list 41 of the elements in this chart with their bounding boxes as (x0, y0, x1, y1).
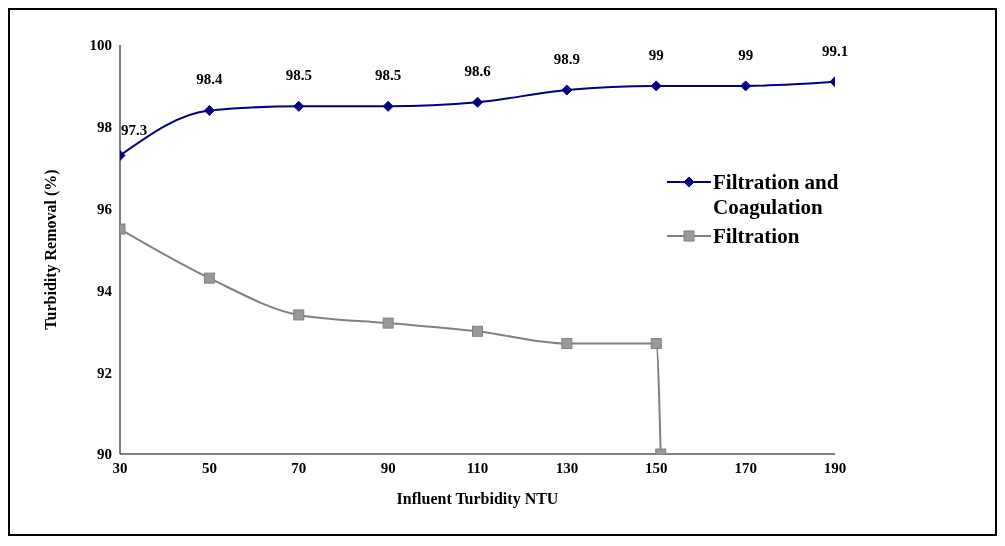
data-label: 98.5 (375, 67, 402, 84)
point (293, 100, 305, 112)
x-tick-label: 170 (734, 459, 757, 476)
y-axis-title: Turbidity Removal (%) (41, 169, 60, 330)
x-axis-title: Influent Turbidity NTU (396, 490, 559, 508)
data-label: 99 (648, 46, 664, 63)
legend-label: Filtration (713, 224, 800, 249)
x-tick-label: 130 (555, 459, 579, 476)
x-tick-label: 30 (112, 459, 128, 476)
y-tick-label: 98 (97, 119, 112, 136)
x-tick-label: 50 (201, 459, 217, 476)
y-tick-label: 94 (97, 282, 113, 299)
point (203, 104, 215, 116)
data-label: 98.6 (464, 63, 492, 80)
point (382, 100, 394, 112)
point (472, 96, 483, 108)
y-tick-label: 100 (89, 37, 112, 54)
y-tick-label: 96 (97, 200, 113, 217)
point (650, 80, 662, 92)
point (650, 338, 662, 350)
point (472, 325, 483, 337)
point (561, 84, 573, 96)
point (561, 338, 573, 350)
x-tick-label: 190 (823, 459, 847, 476)
x-tick-label: 110 (466, 459, 489, 476)
y-tick-label: 90 (97, 446, 112, 463)
data-label: 98.5 (285, 67, 312, 84)
point (293, 309, 305, 321)
data-label: 99.1 (821, 42, 849, 59)
x-tick-label: 150 (645, 459, 668, 476)
point (382, 317, 394, 329)
data-label: 97.3 (120, 122, 148, 139)
point (203, 272, 215, 284)
x-tick-label: 90 (380, 459, 396, 476)
data-label: 98.4 (196, 71, 223, 88)
point (740, 80, 752, 92)
legend-label: Filtration and Coagulation (713, 170, 840, 220)
x-tick-label: 70 (291, 459, 307, 476)
data-label: 98.9 (553, 50, 580, 67)
data-label: 99 (738, 46, 754, 63)
y-tick-label: 92 (97, 364, 112, 381)
